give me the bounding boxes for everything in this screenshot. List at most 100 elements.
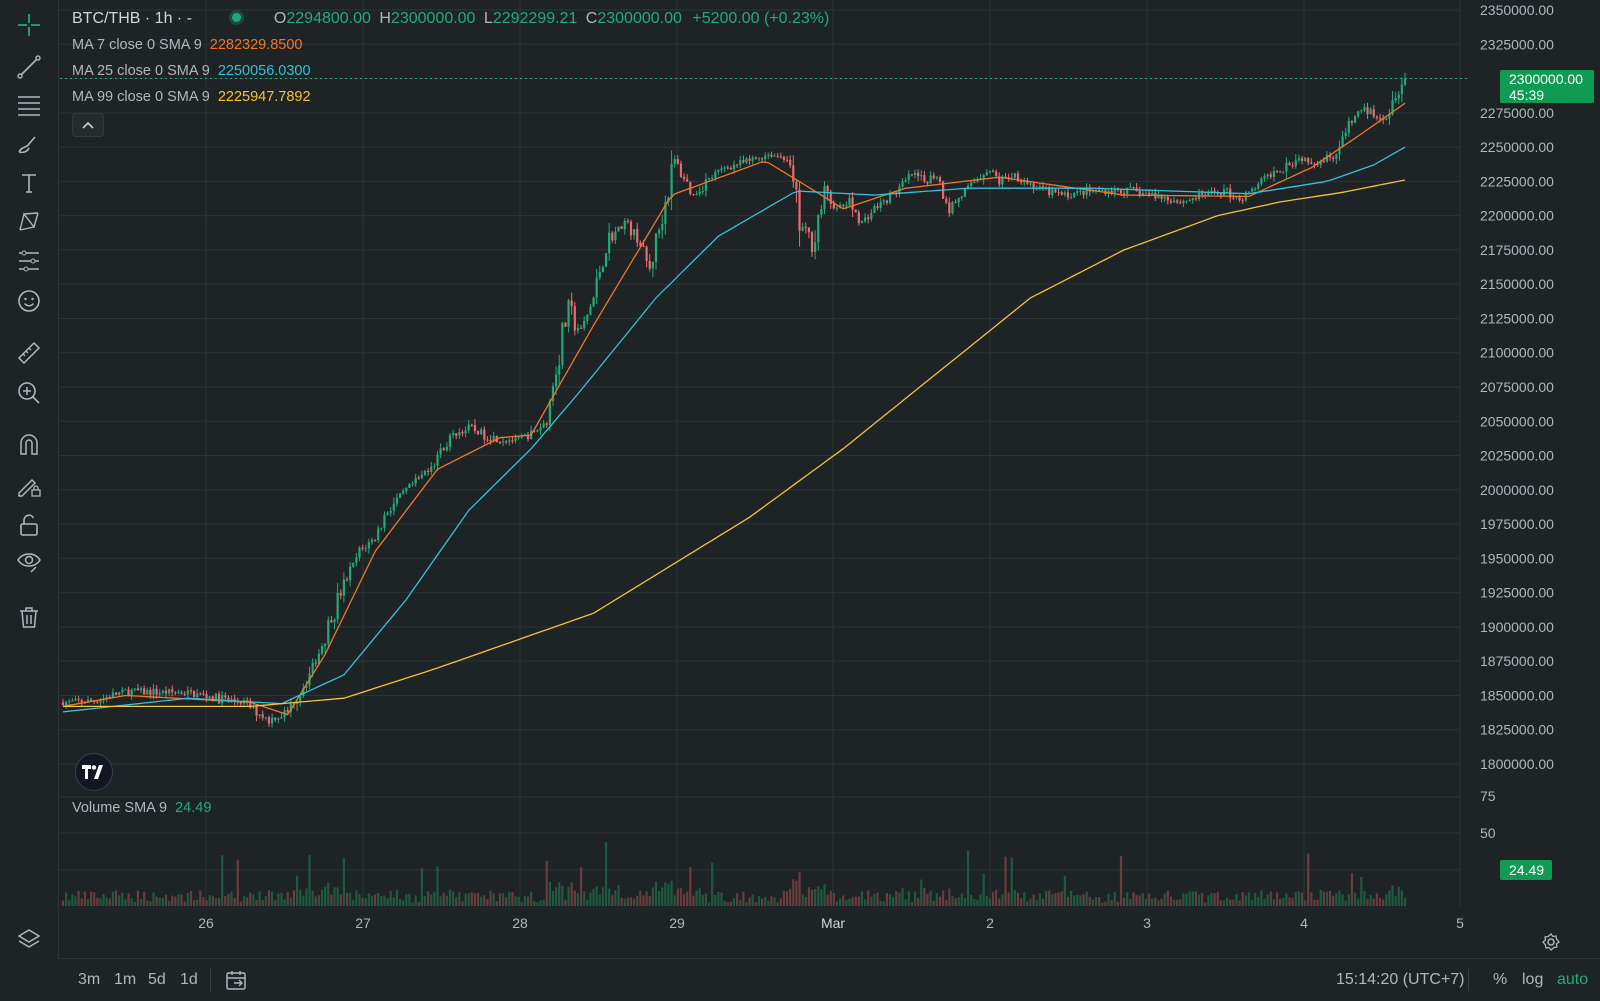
candle	[274, 717, 277, 720]
volume-bar	[567, 886, 570, 906]
range-5d-button[interactable]: 5d	[148, 971, 166, 988]
go-to-date-button[interactable]	[225, 969, 247, 996]
ma99-legend[interactable]: MA 99 close 0 SMA 9 2225947.7892	[72, 89, 311, 105]
candle	[492, 435, 495, 442]
chart-settings-button[interactable]	[1541, 932, 1561, 952]
candle	[1350, 120, 1354, 123]
candle	[1213, 190, 1216, 193]
volume-bar	[317, 895, 321, 906]
crosshair-icon[interactable]	[9, 8, 49, 42]
volume-bar	[782, 890, 786, 906]
volume-bar	[732, 898, 736, 906]
lock-drawing-icon[interactable]	[9, 468, 49, 502]
candle	[888, 192, 892, 203]
ma25-legend[interactable]: MA 25 close 0 SMA 9 2250056.0300	[72, 63, 311, 79]
candle	[411, 483, 414, 485]
candle	[1338, 146, 1341, 155]
volume-bar	[1032, 894, 1035, 906]
volume-legend[interactable]: Volume SMA 9 24.49	[72, 800, 211, 816]
ma7-legend[interactable]: MA 7 close 0 SMA 9 2282329.8500	[72, 37, 303, 53]
volume-bar	[408, 894, 411, 906]
volume-bar	[530, 891, 533, 906]
price-axis: 2350000.00 2325000.00 2275000.00 2250000.00…	[1480, 2, 1554, 772]
volume-bar	[773, 897, 776, 906]
candle	[174, 691, 177, 693]
log-scale-button[interactable]: log	[1522, 971, 1544, 988]
volume-bar	[224, 896, 227, 906]
candle	[717, 170, 720, 172]
candle	[789, 159, 792, 166]
zoom-in-icon[interactable]	[9, 376, 49, 410]
volume-bar	[676, 888, 679, 906]
range-1d-button[interactable]: 1d	[180, 971, 198, 988]
percent-scale-button[interactable]: %	[1493, 971, 1508, 988]
volume-bar	[439, 896, 442, 906]
volume-bar	[745, 902, 748, 906]
volume-bar	[286, 891, 289, 906]
price-axis-label: 2350000.00	[1480, 2, 1554, 18]
volume-bar	[1213, 893, 1216, 906]
volume-bar	[1363, 891, 1366, 906]
volume-bar	[152, 892, 155, 906]
volume-bar	[1266, 894, 1269, 906]
candle	[792, 165, 795, 182]
auto-scale-button[interactable]: auto	[1557, 971, 1589, 988]
range-1m-button[interactable]: 1m	[114, 971, 137, 988]
candle	[764, 155, 767, 160]
clock-timezone[interactable]: 15:14:20 (UTC+7)	[1336, 971, 1465, 988]
candle	[633, 229, 636, 236]
candle	[1001, 176, 1004, 185]
candle	[121, 689, 124, 693]
volume-bar	[648, 896, 651, 906]
volume-bar	[1375, 893, 1379, 906]
candle	[932, 175, 935, 179]
prediction-icon[interactable]	[9, 244, 49, 278]
volume-bar	[679, 888, 683, 906]
candle	[1344, 132, 1347, 137]
text-icon[interactable]	[9, 166, 49, 200]
candle	[957, 197, 960, 203]
volume-bar	[682, 893, 686, 906]
lock-icon[interactable]	[9, 508, 49, 542]
tradingview-logo[interactable]	[75, 753, 113, 791]
volume-bar	[839, 898, 842, 906]
emoji-icon[interactable]	[9, 284, 49, 318]
candle	[408, 484, 411, 488]
pattern-icon[interactable]	[9, 205, 49, 239]
time-axis-label: 27	[355, 915, 371, 931]
volume-bar	[65, 892, 68, 906]
candle	[661, 223, 664, 230]
volume-bar	[464, 893, 467, 906]
volume-bar	[726, 902, 729, 906]
fib-retracement-icon[interactable]	[9, 88, 49, 122]
volume-bar	[991, 892, 995, 906]
volume-bar	[995, 889, 998, 906]
volume-bar	[870, 896, 873, 906]
symbol-title[interactable]: BTC/THB · 1h · -	[72, 10, 193, 27]
trash-icon[interactable]	[9, 600, 49, 634]
brush-icon[interactable]	[9, 128, 49, 162]
candle	[480, 429, 483, 435]
time-axis-label: 5	[1456, 915, 1464, 931]
volume-bar	[355, 890, 358, 906]
volume-bar	[629, 897, 633, 906]
trend-line-icon[interactable]	[9, 50, 49, 84]
candle	[860, 221, 864, 224]
ruler-icon[interactable]	[9, 336, 49, 370]
magnet-icon[interactable]	[9, 428, 49, 462]
layers-icon[interactable]	[9, 922, 49, 956]
volume-bar	[455, 897, 458, 906]
price-axis-label: 1900000.00	[1480, 619, 1554, 635]
market-status-dot	[232, 13, 242, 22]
candle	[389, 510, 392, 513]
range-3m-button[interactable]: 3m	[78, 971, 101, 988]
low-label: L	[483, 10, 493, 27]
collapse-legend-button[interactable]	[72, 113, 104, 137]
candle	[417, 477, 420, 479]
eye-icon[interactable]	[9, 544, 49, 578]
volume-bar	[202, 897, 205, 906]
volume-bar	[1082, 894, 1085, 906]
volume-bar	[514, 896, 517, 906]
volume-bar	[1101, 902, 1104, 906]
